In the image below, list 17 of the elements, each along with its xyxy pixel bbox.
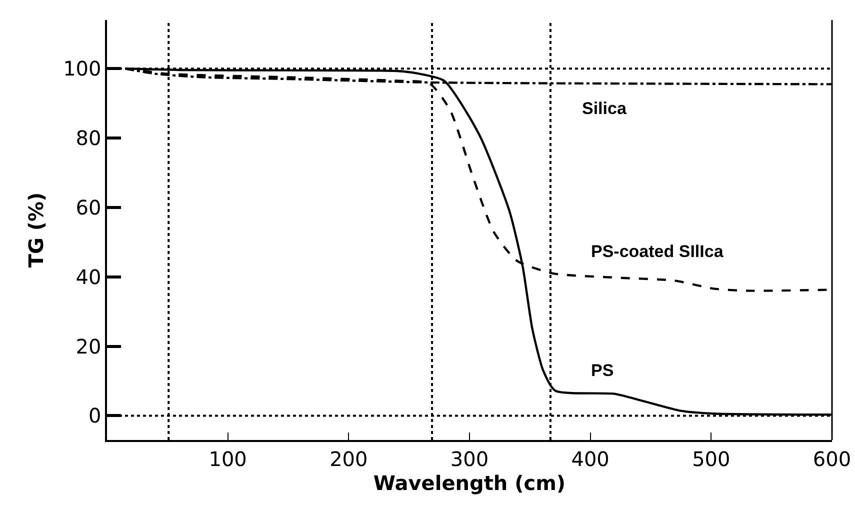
y-tick-label: 80	[76, 126, 102, 150]
x-tick-label: 600	[812, 446, 852, 471]
series-label: PS	[591, 361, 614, 380]
x-tick-label: 300	[450, 446, 489, 471]
x-tick-label: 400	[571, 446, 610, 471]
y-tick-label: 60	[76, 195, 102, 220]
y-tick-label: 100	[63, 56, 102, 81]
x-tick-label: 100	[208, 446, 247, 471]
x-tick-label: 500	[692, 446, 730, 471]
y-tick-label: 40	[76, 264, 102, 289]
y-tick-label: 20	[76, 334, 102, 358]
series-label: Silica	[582, 99, 627, 118]
x-tick-label: 200	[330, 446, 368, 471]
x-axis-title: Wavelength (cm)	[373, 470, 566, 495]
y-axis-title: TG (%)	[24, 192, 48, 268]
series-label: PS-coated SIlIca	[591, 242, 724, 261]
y-tick-label: 0	[88, 404, 102, 428]
